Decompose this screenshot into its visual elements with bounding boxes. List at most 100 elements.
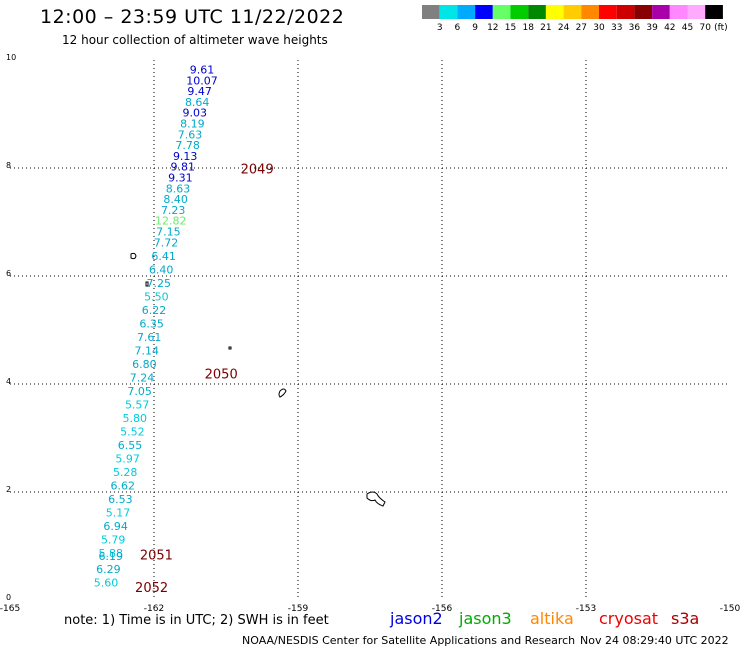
wave-height-value: 6.80 — [132, 358, 157, 371]
wave-height-value: 5.97 — [115, 452, 140, 465]
legend-swatch — [528, 5, 546, 19]
wave-height-value: 5.17 — [106, 506, 131, 519]
wave-height-value: 6.41 — [151, 250, 176, 263]
wave-height-value: 6.53 — [108, 493, 133, 506]
chart-subtitle: 12 hour collection of altimeter wave hei… — [62, 33, 328, 47]
legend-label: 3 — [437, 23, 443, 33]
legend-label: 27 — [576, 23, 587, 33]
legend-label: 21 — [540, 23, 551, 33]
x-tick-label: -150 — [720, 604, 740, 614]
legend-label: 70 — [699, 23, 711, 33]
chart-title: 12:00 – 23:59 UTC 11/22/2022 — [40, 6, 345, 28]
axis-ticks: 0 2 4 6 8 10 -165 -162 -159 -156 -153 -150 — [0, 53, 740, 614]
satellite-s3a: s3a — [671, 609, 700, 628]
wave-height-value: 5.60 — [94, 577, 119, 590]
wave-height-value: 8.63 — [166, 182, 191, 195]
legend-label: 36 — [629, 23, 641, 33]
legend-unit: (ft) — [714, 23, 728, 33]
wave-height-value: 5.28 — [113, 466, 138, 479]
island-outline — [145, 281, 149, 287]
wave-height-value: 5.79 — [101, 533, 126, 546]
track-label: 2052 — [135, 581, 168, 596]
wave-height-value: 9.31 — [168, 172, 193, 185]
legend-swatch — [599, 5, 617, 19]
track-label: 2049 — [241, 162, 274, 177]
legend-swatch — [457, 5, 476, 19]
wave-height-value: 8.40 — [163, 193, 188, 206]
y-tick-label: 6 — [6, 269, 11, 278]
track-label: 2050 — [205, 368, 238, 383]
legend-swatch — [616, 5, 635, 19]
legend-swatch — [687, 5, 706, 19]
wave-height-value: 5.52 — [120, 425, 145, 438]
wave-height-value: 9.61 — [190, 64, 215, 77]
legend-swatch — [705, 5, 723, 19]
wave-height-value: 6.55 — [118, 439, 143, 452]
legend-swatch — [634, 5, 653, 19]
legend-swatch — [492, 5, 511, 19]
legend-label: 12 — [487, 23, 498, 33]
island-outline — [278, 388, 287, 398]
legend-label: 24 — [558, 23, 570, 33]
satellite-jason2: jason2 — [390, 609, 443, 628]
wave-height-values: 9.6110.079.478.649.038.197.637.789.139.8… — [94, 64, 218, 590]
legend-label: 39 — [646, 23, 658, 33]
wave-height-value: 6.22 — [142, 304, 167, 317]
y-tick-label: 8 — [6, 161, 11, 170]
wave-height-value: 7.25 — [147, 277, 172, 290]
legend-swatch — [669, 5, 688, 19]
x-tick-label: -159 — [288, 604, 309, 614]
wave-height-value: 12.82 — [155, 215, 187, 228]
wave-height-value: 6.35 — [139, 317, 164, 330]
wave-height-value: 6.19 — [99, 550, 124, 563]
wave-height-value: 10.07 — [186, 74, 218, 87]
satellite-cryosat: cryosat — [599, 609, 659, 628]
wave-height-value: 7.78 — [175, 139, 200, 152]
wave-height-value: 5.57 — [125, 398, 150, 411]
island-outline — [366, 491, 386, 507]
timestamp: Nov 24 08:29:40 UTC 2022 — [580, 634, 729, 647]
legend-label: 9 — [472, 23, 478, 33]
wave-height-value: 5.50 — [144, 290, 169, 303]
legend-label: 33 — [611, 23, 622, 33]
wave-height-value: 7.23 — [161, 204, 186, 217]
wave-height-value: 8.19 — [180, 118, 205, 131]
wave-height-value: 6.94 — [103, 520, 128, 533]
legend-swatch — [652, 5, 670, 19]
wave-height-value: 9.47 — [187, 85, 212, 98]
x-tick-label: -162 — [144, 604, 164, 614]
wave-height-value: 7.63 — [178, 128, 203, 141]
satellite-altika: altika — [530, 609, 574, 628]
legend-swatch — [439, 5, 458, 19]
x-tick-label: -165 — [0, 604, 20, 614]
legend-swatch — [545, 5, 564, 19]
y-tick-label: 0 — [6, 593, 11, 602]
wave-height-value: 6.29 — [96, 563, 121, 576]
wave-height-value: 8.64 — [185, 96, 210, 109]
satellite-jason3: jason3 — [459, 609, 512, 628]
wave-height-value: 7.05 — [127, 385, 152, 398]
wave-height-value: 7.72 — [154, 236, 179, 249]
credit-line: NOAA/NESDIS Center for Satellite Applica… — [242, 634, 576, 647]
track-label: 2051 — [140, 549, 173, 564]
wave-height-value: 9.03 — [183, 107, 208, 120]
legend-swatch — [581, 5, 599, 19]
legend-swatch — [475, 5, 493, 19]
coastlines — [130, 252, 386, 507]
island-outline — [228, 346, 232, 350]
legend-label: 42 — [664, 23, 675, 33]
wave-height-value: 9.13 — [173, 150, 198, 163]
legend-swatch — [510, 5, 529, 19]
wave-height-value: 7.61 — [137, 331, 162, 344]
y-tick-label: 2 — [6, 485, 11, 494]
wave-height-value: 5.80 — [123, 412, 148, 425]
x-tick-label: -156 — [432, 604, 453, 614]
footer-note: note: 1) Time is in UTC; 2) SWH is in fe… — [64, 613, 329, 628]
color-legend: 3 6 9 12 15 18 21 24 27 30 33 36 39 42 45 70 (ft) — [422, 5, 728, 33]
legend-label: 18 — [522, 23, 534, 33]
legend-swatch — [422, 5, 440, 19]
track-labels: 2049 2050 2051 2052 — [135, 162, 274, 596]
y-tick-label: 4 — [6, 377, 11, 386]
legend-label: 45 — [682, 23, 693, 33]
